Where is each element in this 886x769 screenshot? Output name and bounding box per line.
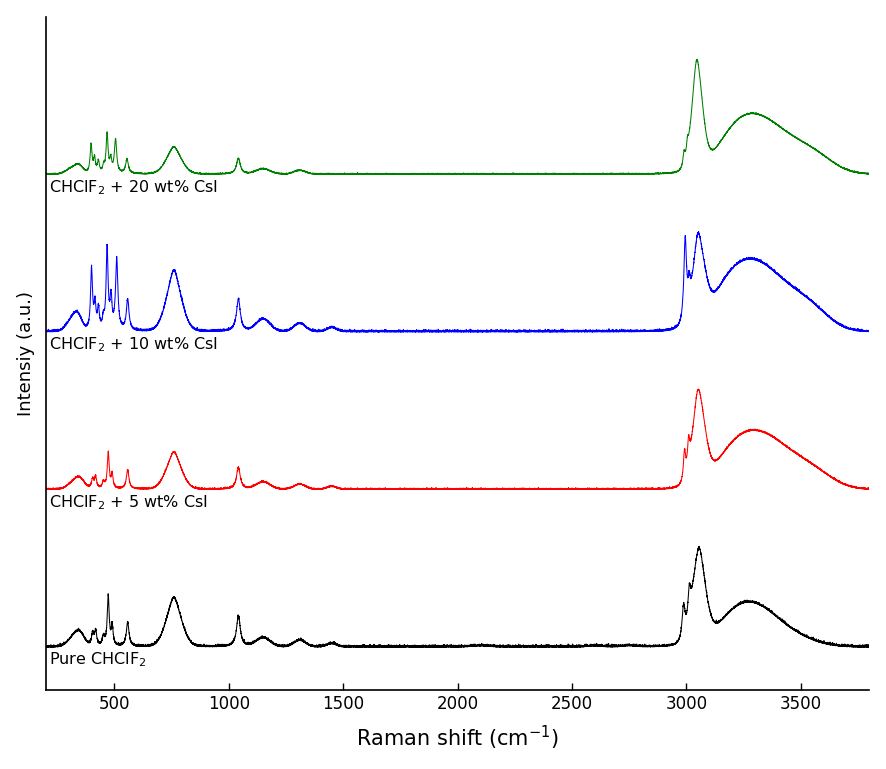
- X-axis label: Raman shift (cm$^{-1}$): Raman shift (cm$^{-1}$): [356, 724, 559, 752]
- Y-axis label: Intensiy (a.u.): Intensiy (a.u.): [17, 291, 35, 416]
- Text: CHClF$_2$ + 5 wt% CsI: CHClF$_2$ + 5 wt% CsI: [50, 493, 208, 512]
- Text: Pure CHClF$_2$: Pure CHClF$_2$: [50, 651, 147, 670]
- Text: CHClF$_2$ + 10 wt% CsI: CHClF$_2$ + 10 wt% CsI: [50, 335, 218, 355]
- Text: CHClF$_2$ + 20 wt% CsI: CHClF$_2$ + 20 wt% CsI: [50, 178, 218, 197]
